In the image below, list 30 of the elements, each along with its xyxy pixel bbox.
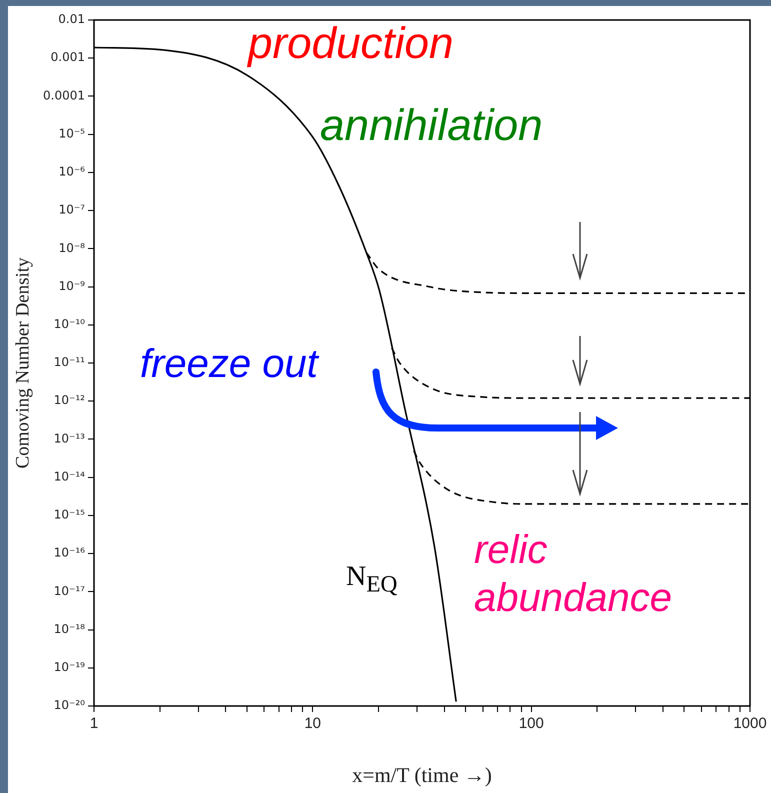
y-tick-label: 10⁻¹⁶ (54, 546, 86, 560)
y-tick-label: 10⁻⁸ (58, 240, 86, 255)
y-tick-label: 10⁻¹⁵ (54, 508, 86, 522)
x-tick-label: 1000 (733, 715, 767, 732)
y-tick-label: 10⁻¹⁹ (54, 660, 86, 674)
annotation: production (248, 19, 454, 68)
y-tick-label: 10⁻⁵ (58, 126, 86, 140)
annotation: freeze out (140, 342, 318, 386)
y-tick-label: 10⁻¹³ (54, 431, 86, 446)
x-axis-title: x=m/T (time →) (352, 762, 492, 787)
y-tick-label: 10⁻¹⁴ (54, 469, 86, 484)
y-tick-label: 10⁻¹⁰ (54, 317, 86, 332)
x-tick-label: 1 (90, 715, 98, 732)
y-tick-label: 10⁻⁶ (58, 164, 86, 179)
y-tick-label: 10⁻¹¹ (54, 355, 86, 370)
x-tick-label: 100 (518, 715, 544, 732)
x-tick-label: 10 (304, 715, 322, 732)
y-tick-label: 10⁻⁹ (58, 278, 86, 293)
y-tick-label: 10⁻⁷ (58, 202, 86, 217)
y-axis-title: Comoving Number Density (12, 256, 34, 469)
y-tick-label: 10⁻¹² (54, 393, 86, 408)
annotation: annihilation (320, 101, 543, 150)
y-tick-label: 0.0001 (43, 88, 85, 102)
y-tick-label: 0.01 (58, 12, 85, 26)
annotation: relic abundance (474, 527, 673, 622)
y-tick-label: 10⁻¹⁸ (54, 622, 86, 636)
y-tick-label: 10⁻¹⁷ (54, 584, 86, 598)
y-tick-label: 0.001 (50, 50, 85, 64)
y-tick-label: 10⁻²⁰ (54, 698, 86, 712)
annotation: N$_{EQ}$ (346, 561, 398, 598)
